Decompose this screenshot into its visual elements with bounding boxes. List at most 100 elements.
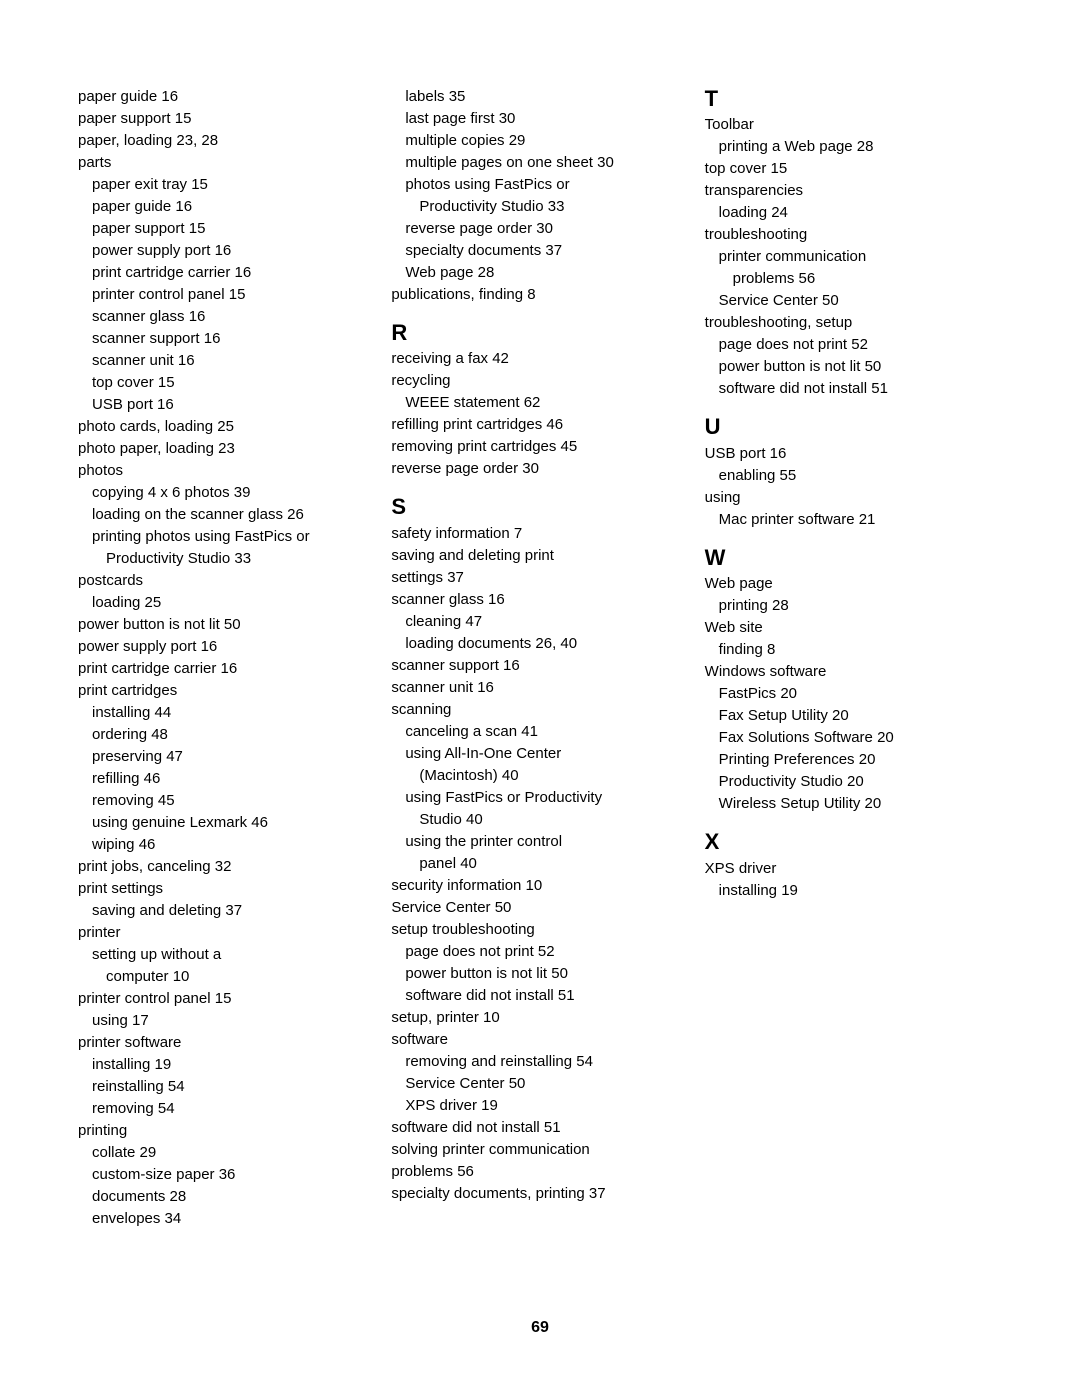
index-entry: Web page	[705, 573, 1002, 594]
index-entry: Fax Setup Utility 20	[705, 705, 1002, 726]
index-column-2: labels 35last page first 30multiple copi…	[391, 86, 688, 1230]
index-entry: power button is not lit 50	[391, 963, 688, 984]
index-entry: Service Center 50	[391, 1073, 688, 1094]
index-entry: cleaning 47	[391, 611, 688, 632]
index-entry: Productivity Studio 20	[705, 771, 1002, 792]
index-entry: XPS driver	[705, 858, 1002, 879]
index-entry: software did not install 51	[391, 1117, 688, 1138]
index-letter-heading: X	[705, 829, 1002, 855]
index-column-1: paper guide 16paper support 15paper, loa…	[78, 86, 375, 1230]
index-entry: using All-In-One Center	[391, 743, 688, 764]
index-entry: Toolbar	[705, 114, 1002, 135]
index-entry: copying 4 x 6 photos 39	[78, 482, 375, 503]
index-entry: paper guide 16	[78, 196, 375, 217]
index-entry: loading documents 26, 40	[391, 633, 688, 654]
index-entry: Fax Solutions Software 20	[705, 727, 1002, 748]
index-entry: photos using FastPics or	[391, 174, 688, 195]
index-entry: printer communication	[705, 246, 1002, 267]
index-entry: removing and reinstalling 54	[391, 1051, 688, 1072]
index-entry: envelopes 34	[78, 1208, 375, 1229]
index-entry: Mac printer software 21	[705, 509, 1002, 530]
index-entry: multiple pages on one sheet 30	[391, 152, 688, 173]
index-entry: Productivity Studio 33	[78, 548, 375, 569]
index-entry: Printing Preferences 20	[705, 749, 1002, 770]
index-entry: loading on the scanner glass 26	[78, 504, 375, 525]
index-entry: XPS driver 19	[391, 1095, 688, 1116]
index-entry: printer control panel 15	[78, 988, 375, 1009]
index-entry: paper, loading 23, 28	[78, 130, 375, 151]
index-entry: Wireless Setup Utility 20	[705, 793, 1002, 814]
index-entry: WEEE statement 62	[391, 392, 688, 413]
index-entry: Windows software	[705, 661, 1002, 682]
index-entry: transparencies	[705, 180, 1002, 201]
index-entry: print cartridge carrier 16	[78, 658, 375, 679]
index-entry: photo cards, loading 25	[78, 416, 375, 437]
index-entry: printing photos using FastPics or	[78, 526, 375, 547]
index-entry: specialty documents, printing 37	[391, 1183, 688, 1204]
index-entry: top cover 15	[705, 158, 1002, 179]
index-entry: USB port 16	[705, 443, 1002, 464]
index-entry: power supply port 16	[78, 636, 375, 657]
index-columns: paper guide 16paper support 15paper, loa…	[78, 86, 1002, 1230]
index-entry: photos	[78, 460, 375, 481]
index-entry: page does not print 52	[391, 941, 688, 962]
index-entry: top cover 15	[78, 372, 375, 393]
index-entry: Studio 40	[391, 809, 688, 830]
index-entry: installing 19	[78, 1054, 375, 1075]
index-entry: receiving a fax 42	[391, 348, 688, 369]
index-entry: parts	[78, 152, 375, 173]
index-entry: setup, printer 10	[391, 1007, 688, 1028]
index-entry: printing	[78, 1120, 375, 1141]
index-letter-heading: U	[705, 414, 1002, 440]
index-entry: refilling print cartridges 46	[391, 414, 688, 435]
index-entry: loading 25	[78, 592, 375, 613]
index-entry: troubleshooting	[705, 224, 1002, 245]
index-entry: USB port 16	[78, 394, 375, 415]
index-entry: power button is not lit 50	[78, 614, 375, 635]
index-entry: scanning	[391, 699, 688, 720]
index-entry: panel 40	[391, 853, 688, 874]
index-column-3: TToolbarprinting a Web page 28top cover …	[705, 86, 1002, 1230]
index-entry: labels 35	[391, 86, 688, 107]
index-entry: reinstalling 54	[78, 1076, 375, 1097]
index-entry: print jobs, canceling 32	[78, 856, 375, 877]
index-entry: scanner glass 16	[391, 589, 688, 610]
index-letter-heading: T	[705, 86, 1002, 112]
index-entry: power supply port 16	[78, 240, 375, 261]
index-entry: collate 29	[78, 1142, 375, 1163]
index-entry: security information 10	[391, 875, 688, 896]
page-number: 69	[0, 1319, 1080, 1337]
index-entry: specialty documents 37	[391, 240, 688, 261]
index-entry: Web site	[705, 617, 1002, 638]
index-entry: loading 24	[705, 202, 1002, 223]
index-entry: using FastPics or Productivity	[391, 787, 688, 808]
index-entry: scanner unit 16	[391, 677, 688, 698]
index-entry: documents 28	[78, 1186, 375, 1207]
index-entry: scanner support 16	[78, 328, 375, 349]
index-page: paper guide 16paper support 15paper, loa…	[0, 0, 1080, 1280]
index-entry: removing 54	[78, 1098, 375, 1119]
index-entry: reverse page order 30	[391, 458, 688, 479]
index-entry: recycling	[391, 370, 688, 391]
index-entry: reverse page order 30	[391, 218, 688, 239]
index-letter-heading: W	[705, 545, 1002, 571]
index-entry: installing 44	[78, 702, 375, 723]
index-entry: print settings	[78, 878, 375, 899]
index-entry: setting up without a	[78, 944, 375, 965]
index-entry: Service Center 50	[391, 897, 688, 918]
index-entry: removing print cartridges 45	[391, 436, 688, 457]
index-entry: finding 8	[705, 639, 1002, 660]
index-entry: installing 19	[705, 880, 1002, 901]
index-entry: settings 37	[391, 567, 688, 588]
index-entry: printer software	[78, 1032, 375, 1053]
index-entry: preserving 47	[78, 746, 375, 767]
index-entry: FastPics 20	[705, 683, 1002, 704]
index-entry: printing a Web page 28	[705, 136, 1002, 157]
index-entry: scanner glass 16	[78, 306, 375, 327]
index-entry: postcards	[78, 570, 375, 591]
index-entry: Service Center 50	[705, 290, 1002, 311]
index-entry: software	[391, 1029, 688, 1050]
index-entry: saving and deleting print	[391, 545, 688, 566]
index-entry: safety information 7	[391, 523, 688, 544]
index-letter-heading: R	[391, 320, 688, 346]
